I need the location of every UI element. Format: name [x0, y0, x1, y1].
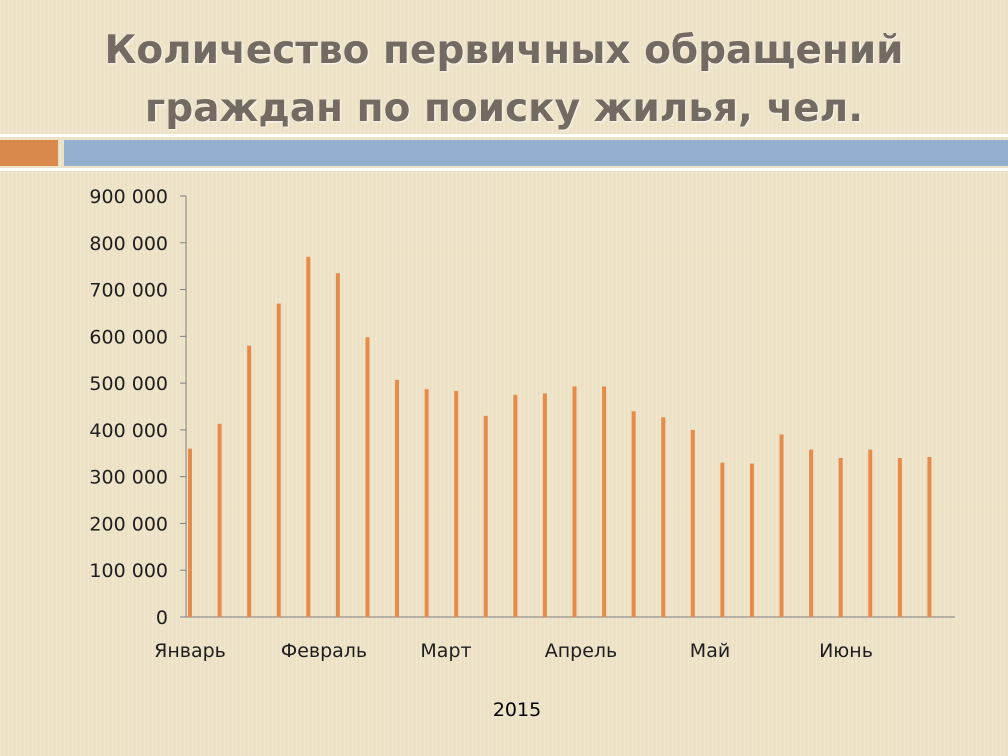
- x-axis: Январь Февраль Март Апрель Май Июнь: [154, 616, 955, 662]
- bar: [720, 462, 725, 617]
- y-tick-label: 600 000: [89, 326, 168, 348]
- bar: [424, 389, 429, 617]
- bar: [779, 434, 784, 617]
- title-line-2: граждан по поиску жилья, чел.: [144, 86, 864, 131]
- bar-series: [188, 256, 932, 617]
- y-tick-label: 400 000: [89, 420, 168, 442]
- bar: [602, 386, 607, 617]
- x-category-label: Март: [420, 640, 471, 662]
- slide-title: Количество первичных обращений граждан п…: [0, 22, 1008, 138]
- divider-bottom: [0, 168, 1008, 171]
- bar: [335, 273, 340, 617]
- bar: [661, 417, 666, 617]
- bar: [513, 394, 518, 617]
- accent-bar-orange: [0, 140, 58, 166]
- x-category-label: Июнь: [819, 640, 873, 662]
- bar: [454, 391, 459, 617]
- x-category-label: Апрель: [545, 640, 618, 662]
- bar: [809, 449, 814, 617]
- x-category-label: Январь: [154, 640, 226, 662]
- x-category-label: Май: [690, 640, 730, 662]
- x-category-label: Февраль: [281, 640, 367, 662]
- bar: [188, 448, 192, 617]
- y-tick-label: 900 000: [89, 186, 168, 208]
- bar: [276, 303, 281, 617]
- y-tick-label: 300 000: [89, 467, 168, 489]
- bar: [897, 457, 902, 617]
- bar: [542, 393, 547, 617]
- y-axis: 0 100 000 200 000 300 000 400 000 500 000 600 …: [89, 186, 187, 629]
- y-tick-label: 0: [156, 607, 168, 629]
- bar: [572, 386, 577, 617]
- y-tick-label: 500 000: [89, 373, 168, 395]
- bar: [395, 379, 400, 617]
- bar: [631, 411, 636, 617]
- bar: [838, 457, 843, 617]
- bar: [217, 423, 222, 617]
- y-tick-label: 700 000: [89, 280, 168, 302]
- divider-top: [0, 134, 1008, 137]
- bar: [749, 463, 754, 617]
- y-tick-label: 100 000: [89, 560, 168, 582]
- bar: [483, 415, 488, 617]
- bar: [868, 449, 873, 617]
- y-tick-label: 200 000: [89, 513, 168, 535]
- title-line-1: Количество первичных обращений: [104, 28, 904, 73]
- y-tick-label: 800 000: [89, 233, 168, 255]
- bar: [365, 337, 370, 617]
- accent-bar-blue: [64, 140, 1008, 166]
- bar: [247, 345, 252, 617]
- x-axis-title: 2015: [493, 699, 541, 721]
- bar: [690, 429, 695, 617]
- bar: [306, 256, 311, 617]
- bar: [927, 457, 932, 617]
